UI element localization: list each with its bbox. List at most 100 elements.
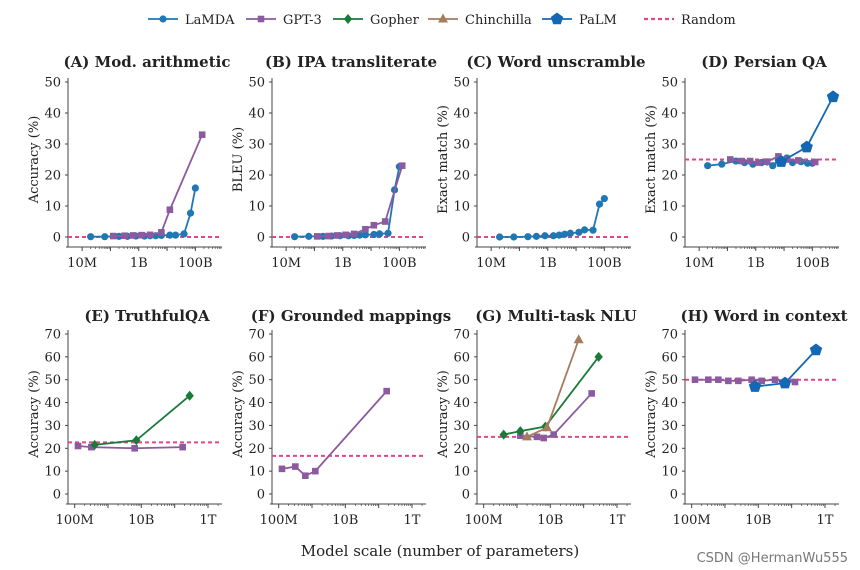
y-tick-label: 50 [248,76,265,91]
data-point [129,232,137,239]
y-axis-label: Accuracy (%) [644,370,659,459]
data-point [356,231,364,239]
series-line [281,390,388,477]
data-point [769,162,777,170]
data-point [704,162,712,170]
series-gpt-3 [278,387,390,480]
data-point [381,218,389,225]
data-point [600,194,608,203]
series-gpt-3 [313,162,406,240]
y-tick-label: 70 [661,328,678,343]
panel-title: (H) Word in context [680,307,847,325]
data-point [333,232,341,239]
data-point [158,229,165,236]
panel-title: (E) TruthfulQA [84,307,210,325]
data-point [532,232,541,240]
panel-title: (B) IPA transliterate [265,53,437,71]
y-tick-label: 0 [670,488,678,503]
x-tick-label: 1B [130,256,148,271]
data-point [755,159,762,166]
data-point [191,184,199,192]
data-point [589,226,597,234]
data-point [726,156,734,163]
panel-e: (E) TruthfulQA 0 10 20 30 40 50 60 70 100M 10B 1T Ac… [27,307,222,528]
x-tick-label: 1B [747,256,765,271]
x-tick-label: 10M [271,256,301,271]
data-point [146,231,154,239]
data-point [510,233,518,241]
x-tick-label: 10B [745,513,771,528]
x-tick-label: 100B [382,256,416,271]
y-tick-label: 70 [248,328,265,343]
y-tick-label: 60 [661,350,678,365]
y-axis-label: Accuracy (%) [27,370,42,459]
y-axis-label: BLEU (%) [231,127,246,192]
x-tick-label: 100M [465,513,503,528]
data-point [179,443,186,451]
y-tick-label: 0 [670,231,678,246]
panel-title: (F) Grounded mappings [251,307,451,325]
x-tick-label: 1T [817,513,834,528]
legend-item-gpt-3: GPT-3 [246,13,322,28]
series-gpt-3 [109,131,206,240]
data-point [180,230,188,238]
y-axis-label: Accuracy (%) [27,116,42,205]
panel-title: (C) Word unscramble [466,53,645,71]
data-point [185,390,194,401]
series-gpt-3 [74,442,186,452]
data-point [705,376,712,384]
data-point [313,233,321,240]
x-tick-label: 10B [128,513,154,528]
data-point [791,378,799,386]
data-point [748,380,762,392]
panel-d: (D) Persian QA 0 10 20 30 40 50 10M 1B 100B Exact … [644,53,840,271]
legend-item-lamda: LaMDA [148,13,235,28]
data-point [186,209,195,217]
x-tick-label: 100B [795,256,829,271]
data-point [138,231,145,239]
data-point [595,200,604,208]
data-point [198,131,206,138]
y-tick-label: 10 [248,465,265,480]
data-point [549,232,558,240]
data-point [384,229,392,237]
data-point [362,225,369,233]
y-tick-label: 20 [453,442,470,457]
data-point [811,158,819,166]
data-point [383,387,390,395]
y-axis-label: Exact match (%) [644,105,659,214]
data-point [588,390,595,397]
y-tick-label: 40 [453,396,470,411]
data-point [540,434,547,442]
x-tick-label: 1T [609,513,626,528]
panel-title: (D) Persian QA [701,53,827,71]
data-point [325,232,332,240]
y-tick-label: 0 [53,488,61,503]
y-tick-label: 60 [44,350,61,365]
data-point [580,226,589,234]
y-tick-label: 10 [44,465,61,480]
y-tick-label: 40 [661,107,678,122]
legend-marker-circle [159,15,167,23]
legend-label: PaLM [579,13,617,28]
series-lamda [291,163,403,241]
data-point [533,433,541,441]
x-tick-label: 10M [476,256,506,271]
legend-item-gopher: Gopher [333,13,420,28]
data-point [718,160,726,168]
y-tick-label: 30 [661,138,678,153]
series-palm [748,343,823,392]
y-axis-label: Exact match (%) [436,105,451,214]
y-tick-label: 60 [248,350,265,365]
legend-label: LaMDA [185,13,235,28]
panel-title: (G) Multi-task NLU [475,307,637,325]
data-point [800,140,813,153]
x-tick-label: 1B [334,256,352,271]
y-tick-label: 50 [453,76,470,91]
data-point [738,157,745,165]
y-tick-label: 20 [248,442,265,457]
series-line [94,395,191,446]
x-axis-label: Model scale (number of parameters) [301,542,579,560]
